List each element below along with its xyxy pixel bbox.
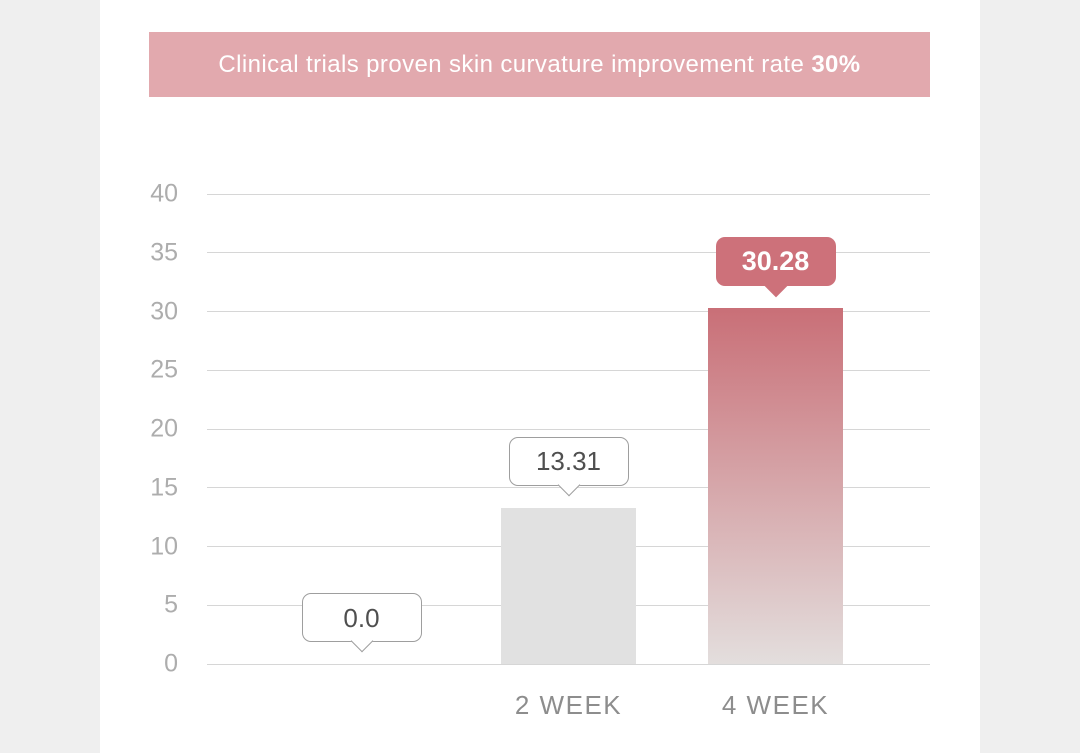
y-tick-label: 40	[150, 179, 178, 208]
x-axis-label-2-week: 2 WEEK	[514, 690, 623, 720]
gridline: 30	[150, 299, 930, 324]
gridline: 25	[150, 357, 930, 382]
y-tick-label: 25	[150, 355, 178, 384]
value-label: 13.31	[535, 446, 602, 477]
y-tick-label: 20	[150, 414, 178, 443]
gridline: 20	[150, 416, 930, 441]
bar-2-week	[501, 507, 636, 664]
value-label: 30.28	[741, 246, 810, 277]
gridline: 0	[164, 651, 930, 676]
y-tick-label: 30	[150, 297, 178, 325]
y-tick-label: 0	[164, 649, 178, 678]
title-banner: Clinical trials proven skin curvature im…	[149, 32, 930, 97]
y-tick-label: 15	[150, 473, 178, 502]
content-panel: Clinical trials proven skin curvature im…	[100, 0, 980, 753]
y-tick-label: 10	[150, 532, 178, 560]
plot-area: 40 35 30 25 20 15 10 5 0 0.0 13.31 2 WEEK 30.28 4 WEE…	[150, 181, 930, 720]
callout-pointer	[557, 473, 580, 496]
banner-emphasis: 30%	[811, 50, 861, 78]
bar-4-week	[708, 308, 843, 664]
callout-pointer	[350, 629, 373, 653]
banner-text: Clinical trials proven skin curvature im…	[218, 50, 812, 78]
y-tick-label: 35	[150, 238, 178, 267]
value-callout-2-week: 13.31	[508, 436, 629, 496]
value-callout-start: 0.0	[301, 593, 422, 653]
value-label: 0.0	[343, 602, 380, 633]
value-callout-4-week: 30.28	[715, 237, 836, 298]
gridline: 40	[150, 181, 930, 206]
x-axis-label-4-week: 4 WEEK	[721, 690, 830, 720]
callout-pointer	[764, 274, 787, 298]
gridline: 35	[150, 240, 930, 265]
y-tick-label: 5	[164, 590, 178, 619]
